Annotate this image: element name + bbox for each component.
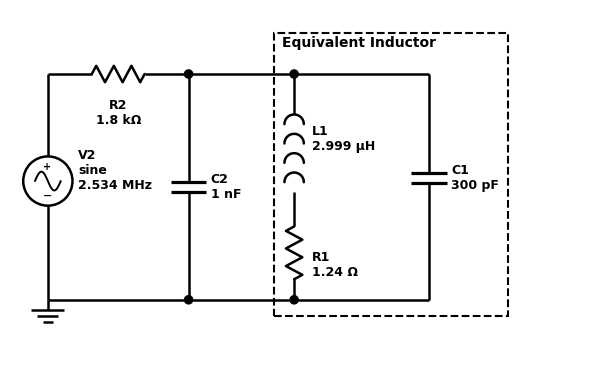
Text: V2
sine
2.534 MHz: V2 sine 2.534 MHz (79, 149, 152, 192)
Circle shape (184, 70, 193, 78)
Text: C1
300 pF: C1 300 pF (451, 164, 499, 192)
Text: +: + (43, 162, 52, 172)
Circle shape (290, 70, 298, 78)
Circle shape (290, 296, 298, 304)
Text: L1
2.999 μH: L1 2.999 μH (312, 124, 375, 153)
Text: C2
1 nF: C2 1 nF (211, 173, 241, 201)
Text: Equivalent Inductor: Equivalent Inductor (283, 36, 436, 50)
Text: R2
1.8 kΩ: R2 1.8 kΩ (95, 99, 141, 127)
Text: −: − (43, 191, 53, 201)
Circle shape (184, 296, 193, 304)
Text: R1
1.24 Ω: R1 1.24 Ω (312, 251, 358, 278)
